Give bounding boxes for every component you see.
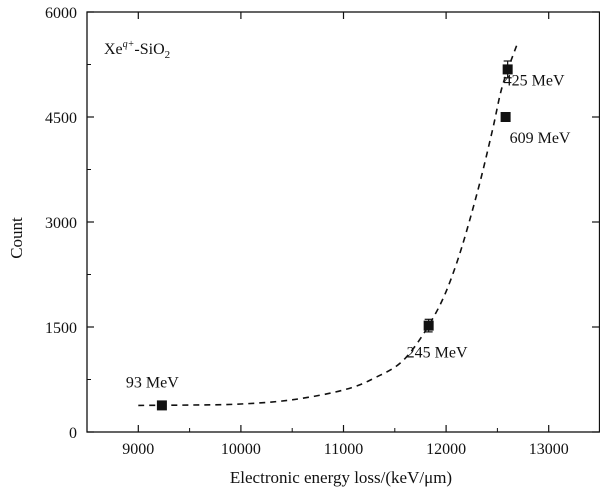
y-tick-label: 6000 xyxy=(45,5,77,22)
data-label: 93 MeV xyxy=(126,374,179,391)
panel-label-sub: 2 xyxy=(165,49,171,61)
fit-curve xyxy=(138,41,519,407)
x-tick-label: 12000 xyxy=(426,441,466,458)
data-point xyxy=(156,400,167,411)
panel-label-rest: -SiO xyxy=(134,41,164,58)
x-tick-label: 9000 xyxy=(122,441,154,458)
x-tick-label: 10000 xyxy=(221,441,261,458)
y-tick-label: 1500 xyxy=(45,320,77,337)
point-labels-layer: 93 MeV 245 MeV 425 MeV 609 MeV xyxy=(126,72,571,391)
x-tick-label: 13000 xyxy=(529,441,569,458)
y-tick-label: 4500 xyxy=(45,110,77,127)
x-tick-label: 11000 xyxy=(324,441,363,458)
data-label: 425 MeV xyxy=(504,72,565,89)
data-points-layer xyxy=(156,60,513,411)
data-label: 609 MeV xyxy=(510,130,571,147)
y-tick-label: 0 xyxy=(69,425,77,442)
data-point xyxy=(423,320,434,331)
data-point xyxy=(500,112,511,122)
y-axis: 0 1500 3000 4500 6000 xyxy=(45,5,599,442)
data-point xyxy=(502,64,513,75)
x-axis: 9000 10000 11000 12000 13000 xyxy=(122,12,600,458)
y-axis-title: Count xyxy=(7,217,26,259)
data-label: 245 MeV xyxy=(407,345,468,362)
panel-label-charge: q+ xyxy=(123,39,135,50)
y-tick-label: 3000 xyxy=(45,215,77,232)
panel-label-base: Xe xyxy=(104,41,123,58)
x-axis-title: Electronic energy loss/(keV/μm) xyxy=(230,468,452,487)
panel-label: Xeq+-SiO2 xyxy=(104,39,170,61)
fit-curve-layer xyxy=(138,41,519,407)
